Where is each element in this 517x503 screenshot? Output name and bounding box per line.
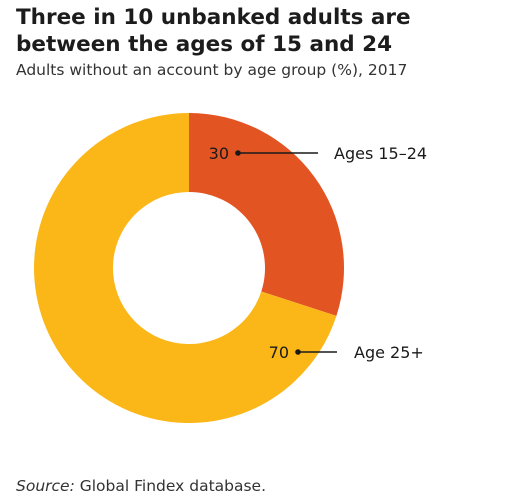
slice-category-label-0: Ages 15–24 <box>334 144 427 163</box>
chart-title: Three in 10 unbanked adults are between … <box>16 5 411 57</box>
slice-value-label-0: 30 <box>209 144 229 163</box>
source-note: Source: Global Findex database. <box>16 477 266 495</box>
slice-category-label-1: Age 25+ <box>354 343 424 362</box>
slice-value-label-1: 70 <box>269 343 289 362</box>
source-text: Global Findex database. <box>74 477 267 495</box>
source-label: Source: <box>16 477 75 495</box>
chart-subtitle: Adults without an account by age group (… <box>16 61 408 79</box>
leader-dot-0 <box>235 150 241 156</box>
leader-dot-1 <box>295 349 301 355</box>
donut-slice-0 <box>189 113 344 316</box>
donut-slice-1 <box>33 113 337 424</box>
